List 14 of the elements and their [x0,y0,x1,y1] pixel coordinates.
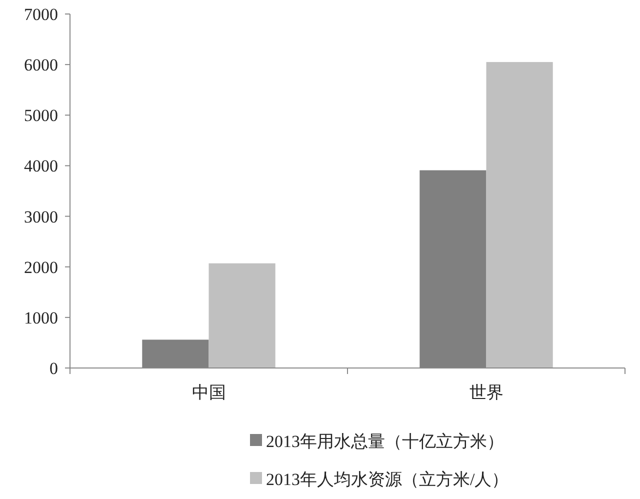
y-tick-label: 0 [50,359,58,378]
x-tick-label: 中国 [192,383,226,402]
y-tick-label: 7000 [24,5,58,24]
y-tick-label: 6000 [24,56,58,75]
y-tick-label: 1000 [24,308,58,328]
bar [486,62,553,368]
legend-label: 2013年人均水资源（立方米/人） [266,470,509,489]
y-tick-label: 2000 [24,258,58,277]
x-tick-label: 世界 [469,383,504,402]
bar [208,263,276,368]
legend-label: 2013年用水总量（十亿立方米） [266,432,504,451]
y-tick-label: 3000 [24,207,58,226]
y-tick-label: 5000 [24,106,58,126]
y-tick-label: 4000 [24,156,58,176]
